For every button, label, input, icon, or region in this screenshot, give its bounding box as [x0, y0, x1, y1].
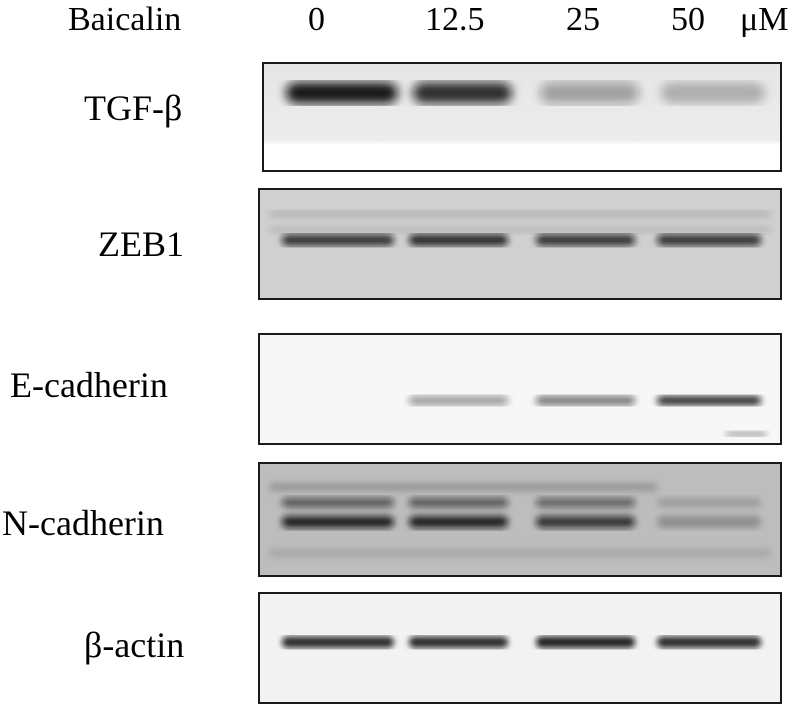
blot-n-cadherin [260, 464, 780, 575]
band-row1-lane1 [408, 234, 509, 246]
band-row0-lane1 [412, 82, 513, 104]
row-label-n-cadherin: N-cadherin [2, 503, 164, 543]
band-upper-row3-lane1 [408, 498, 509, 507]
band-row0-lane2 [539, 82, 640, 104]
band-upper-row3-lane2 [535, 498, 636, 507]
band-row2-lane2 [535, 395, 636, 406]
blot-tgf-beta [264, 64, 780, 170]
row-label-tgf-beta: TGF-β [84, 88, 183, 128]
band-row3-lane2 [535, 516, 636, 528]
blot-panel-zeb1 [258, 188, 782, 300]
band-row4-lane3 [656, 636, 762, 648]
band-row1-lane0 [281, 234, 394, 246]
band-row4-lane1 [408, 636, 509, 648]
band-row3-lane0 [281, 516, 394, 528]
blot-beta-actin [260, 594, 780, 702]
band-row4-lane2 [535, 636, 636, 648]
band-upper-row3-lane0 [281, 498, 394, 507]
blot-panel-beta-actin [258, 592, 782, 704]
blot-zeb1 [260, 190, 780, 298]
row-label-beta-actin: β-actin [84, 625, 185, 665]
band-row3-lane3 [656, 516, 762, 528]
band-row1-lane2 [535, 234, 636, 246]
treatment-label: Baicalin [68, 1, 182, 38]
band-row2-lane3 [656, 395, 762, 406]
band-row1-lane3 [656, 234, 762, 246]
blot-panel-n-cadherin [258, 462, 782, 577]
blot-e-cadherin [260, 335, 780, 443]
unit-label: μM [740, 1, 789, 38]
band-row2-lane1 [408, 395, 509, 406]
band-row0-lane0 [285, 82, 398, 104]
row-label-e-cadherin: E-cadherin [10, 365, 168, 405]
concentration-label-3: 50 [671, 1, 705, 38]
blot-panel-tgf-beta [262, 62, 782, 172]
concentration-label-2: 25 [566, 1, 600, 38]
blot-panel-e-cadherin [258, 333, 782, 445]
row-label-zeb1: ZEB1 [98, 224, 184, 264]
band-row4-lane0 [281, 636, 394, 648]
concentration-label-1: 12.5 [425, 1, 485, 38]
band-row3-lane1 [408, 516, 509, 528]
band-upper-row3-lane3 [656, 498, 762, 507]
concentration-label-0: 0 [308, 1, 325, 38]
band-row0-lane3 [660, 82, 766, 104]
